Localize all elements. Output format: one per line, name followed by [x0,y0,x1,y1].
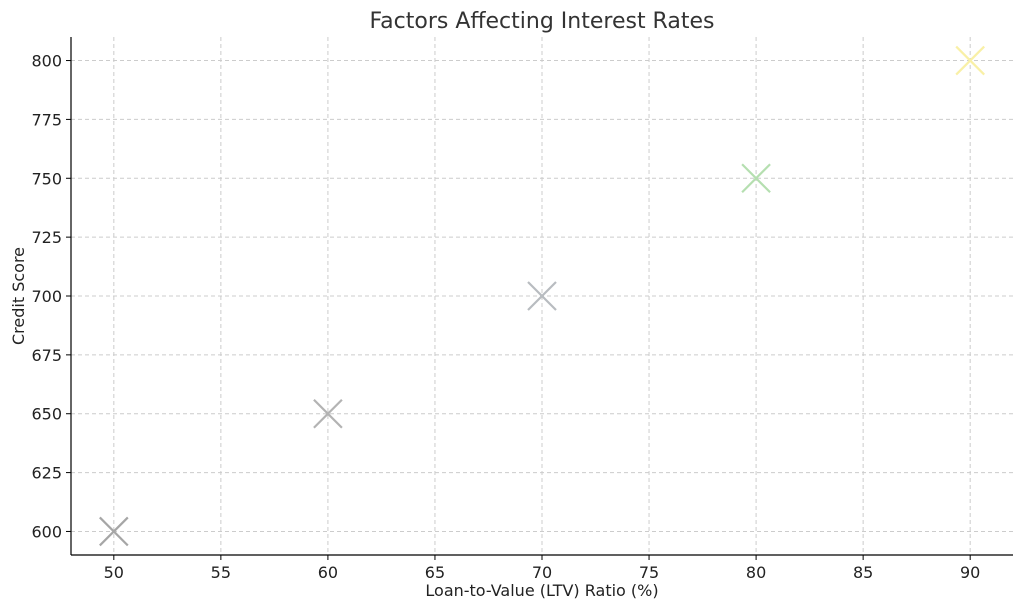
data-point-marker [955,45,985,76]
y-axis-label: Credit Score [9,247,28,345]
x-tick-label: 70 [532,563,552,582]
x-axis-label: Loan-to-Value (LTV) Ratio (%) [425,581,658,600]
x-tick-label: 85 [853,563,873,582]
y-tick-label: 700 [31,287,62,306]
x-tick-label: 60 [318,563,338,582]
points-layer [99,45,985,547]
axes-layer: 50 55 60 65 70 75 80 85 90 600 625 650 675 700 725 750 7… [31,37,1013,582]
data-point-marker [99,516,129,547]
y-tick-label: 800 [31,52,62,71]
y-tick-label: 650 [31,405,62,424]
grid-layer [71,37,1013,555]
y-tick-label: 775 [31,110,62,129]
y-tick-label: 600 [31,522,62,541]
data-point-marker [741,163,771,194]
chart-title: Factors Affecting Interest Rates [370,9,715,34]
y-tick-label: 675 [31,346,62,365]
x-tick-label: 50 [104,563,124,582]
x-tick-label: 75 [639,563,659,582]
y-tick-label: 625 [31,464,62,483]
y-tick-label: 725 [31,228,62,247]
data-point-marker [527,281,557,311]
x-tick-label: 55 [211,563,231,582]
y-tick-label: 750 [31,169,62,188]
x-tick-label: 90 [960,563,980,582]
data-point-marker [313,398,343,429]
x-tick-label: 65 [425,563,445,582]
x-tick-label: 80 [746,563,766,582]
